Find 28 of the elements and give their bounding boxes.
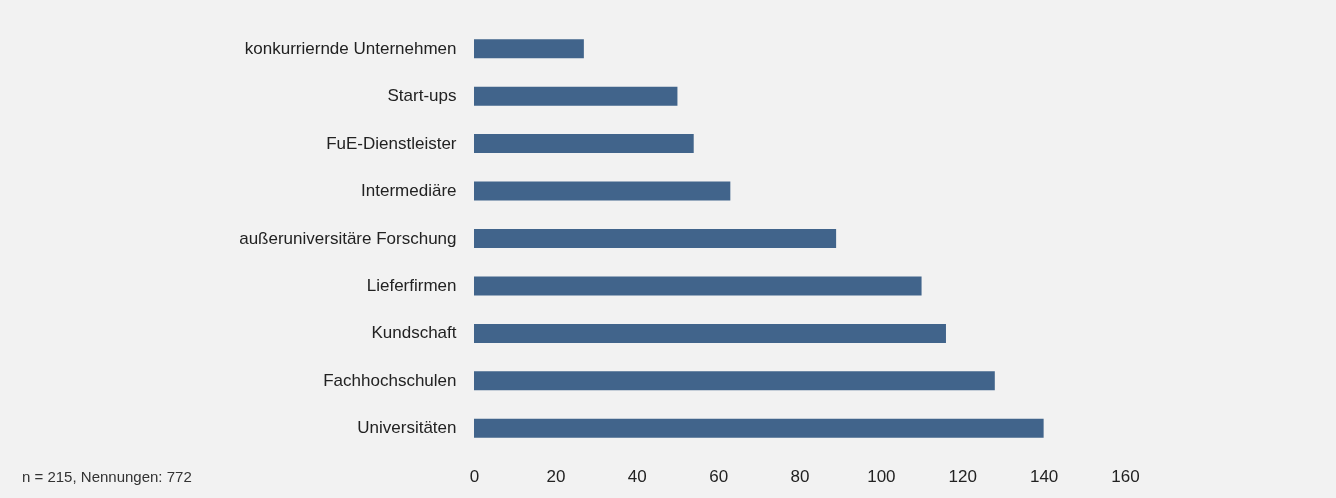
bar (474, 418, 1044, 438)
y-tick-label: Kundschaft (371, 323, 457, 343)
x-tick-label: 40 (627, 466, 647, 486)
y-tick-label: FuE-Dienstleister (326, 133, 457, 153)
x-tick-label: 20 (546, 466, 566, 486)
x-tick-label: 140 (1029, 466, 1059, 486)
bar (474, 86, 678, 106)
bar (474, 323, 946, 343)
bar (474, 371, 995, 391)
y-tick-label: Intermediäre (361, 181, 457, 201)
y-tick-label: konkurriernde Unternehmen (244, 38, 457, 58)
text: n = 215, Nennungen: 772 (22, 468, 192, 485)
y-tick-label: Universitäten (357, 418, 457, 438)
bar (474, 276, 922, 296)
bar (474, 229, 837, 248)
bar (474, 39, 584, 59)
x-tick-label: 120 (948, 466, 977, 486)
x-tick-label: 60 (709, 466, 729, 486)
x-tick-label: 0 (469, 466, 480, 486)
x-tick-label: 80 (790, 466, 810, 486)
bar (474, 134, 694, 154)
x-tick-label: 100 (867, 466, 896, 486)
y-tick-label: außeruniversitäre Forschung (239, 228, 457, 248)
x-tick-label: 160 (1111, 466, 1140, 486)
y-tick-label: Lieferfirmen (366, 275, 457, 295)
y-tick-label: Fachhochschulen (323, 370, 457, 390)
y-tick-label: Start-ups (387, 86, 457, 106)
bar (474, 181, 731, 201)
